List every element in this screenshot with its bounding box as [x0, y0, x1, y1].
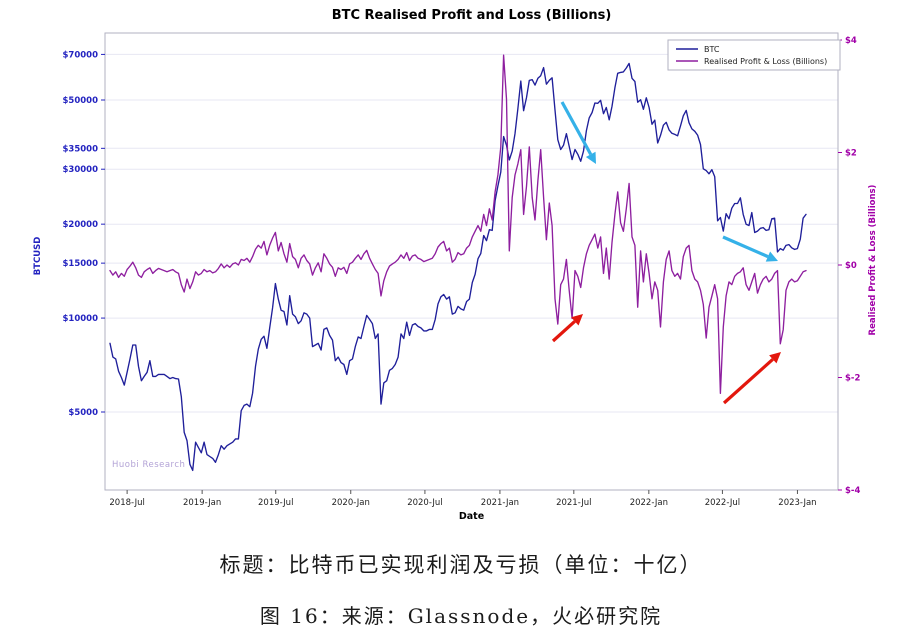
x-axis-title: Date: [458, 511, 485, 522]
cyan-arrow-2022-head: [765, 251, 778, 262]
cyan-arrow-2021-head: [585, 151, 596, 164]
x-tick-label: 2021-Jul: [556, 498, 591, 508]
red-arrow-2022-shaft: [722, 358, 774, 405]
legend-box: [667, 39, 841, 71]
red-arrow-2021-head: [571, 314, 583, 326]
red-arrow-2022-head: [769, 352, 781, 364]
right-tick-label: $0: [845, 261, 857, 271]
x-tick-label: 2019-Jul: [258, 498, 293, 508]
x-tick-label: 2020-Jul: [407, 498, 442, 508]
left-tick-label: $30000: [63, 165, 99, 175]
chart-title: BTC Realised Profit and Loss (Billions): [331, 8, 612, 23]
legend-label: BTC: [704, 45, 720, 54]
x-tick-label: 2020-Jan: [332, 498, 370, 508]
cyan-arrow-2022-shaft: [722, 235, 769, 259]
left-tick-label: $35000: [63, 144, 99, 154]
left-tick-label: $20000: [63, 220, 99, 230]
cyan-arrow-2021-shaft: [560, 101, 593, 156]
caption-source-zh: 图 16：来源：Glassnode，火必研究院: [259, 604, 663, 628]
left-tick-label: $70000: [63, 50, 99, 60]
btc-price-line: [109, 62, 807, 472]
x-tick-label: 2019-Jan: [183, 498, 221, 508]
right-tick-label: $-4: [845, 486, 860, 496]
left-tick-label: $15000: [63, 259, 99, 269]
left-tick-label: $50000: [63, 96, 99, 106]
plot-frame: [104, 32, 839, 491]
right-tick-label: $-2: [845, 374, 860, 384]
x-tick-label: 2022-Jul: [705, 498, 740, 508]
right-axis-title: Realised Profit & Loss (Billions): [868, 184, 878, 336]
right-tick-label: $4: [845, 36, 857, 46]
left-axis-title: BTCUSD: [33, 236, 43, 276]
x-tick-label: 2018-Jul: [109, 498, 144, 508]
chart-canvas: $70000 $50000 $35000 $30000 $20000 $15000 $100…: [63, 32, 860, 508]
realised-pnl-line: [109, 54, 807, 394]
red-arrow-2021-shaft: [551, 320, 576, 343]
x-tick-label: 2023-Jan: [778, 498, 816, 508]
caption-title-zh: 标题：比特币已实现利润及亏损（单位：十亿）: [219, 553, 703, 577]
watermark: Huobi Research: [112, 460, 186, 470]
left-tick-label: $10000: [63, 314, 99, 324]
legend-label: Realised Profit & Loss (Billions): [704, 57, 827, 66]
x-tick-label: 2021-Jan: [481, 498, 519, 508]
left-tick-label: $5000: [68, 408, 98, 418]
right-tick-label: $2: [845, 149, 857, 159]
x-tick-label: 2022-Jan: [630, 498, 668, 508]
